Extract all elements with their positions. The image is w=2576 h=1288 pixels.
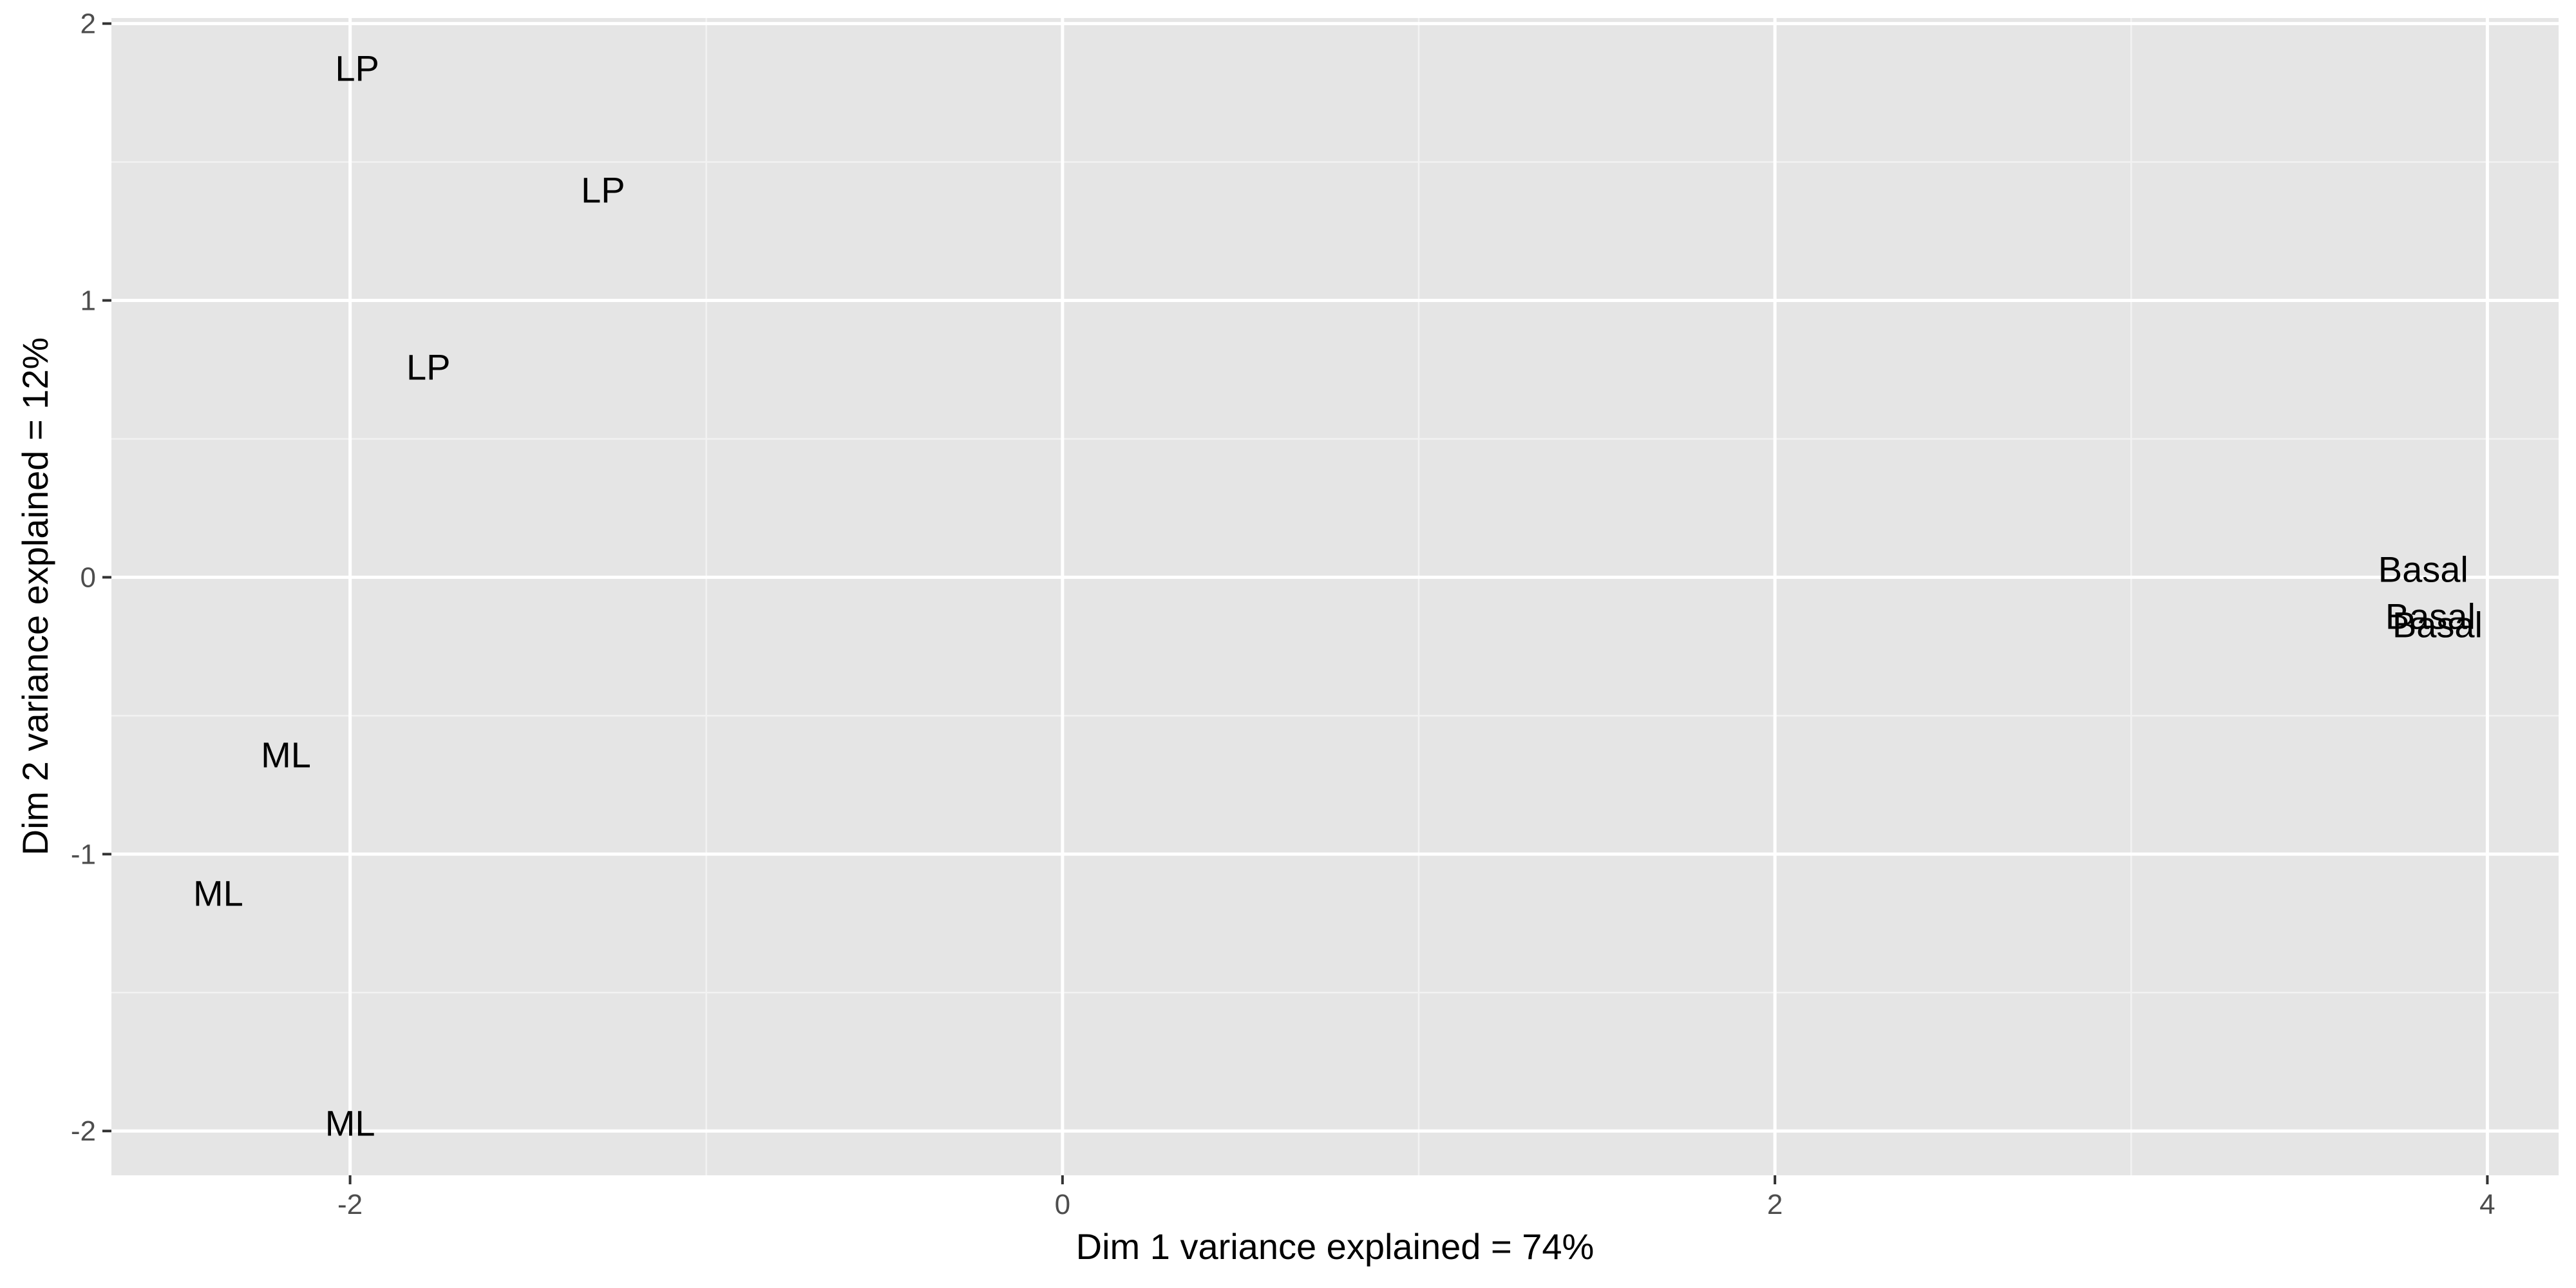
- y-axis-title: Dim 2 variance explained = 12%: [15, 337, 55, 856]
- x-axis-title: Dim 1 variance explained = 74%: [1076, 1226, 1595, 1267]
- point-label-lp: LP: [335, 48, 379, 88]
- y-tick-label: 0: [80, 562, 96, 593]
- point-label-lp: LP: [406, 347, 451, 388]
- plot-panel: [111, 18, 2559, 1175]
- x-tick-label: 0: [1055, 1189, 1070, 1220]
- y-tick-label: -1: [71, 838, 96, 870]
- point-label-basal: Basal: [2378, 549, 2468, 590]
- point-label-ml: ML: [261, 735, 311, 775]
- x-tick-label: 2: [1767, 1189, 1783, 1220]
- y-tick-label: 1: [80, 285, 96, 317]
- minor-gridlines: [111, 18, 2559, 1175]
- y-tick-label: 2: [80, 8, 96, 40]
- point-label-basal: Basal: [2392, 604, 2483, 645]
- x-axis: -2 0 2 4: [337, 1175, 2496, 1220]
- major-gridlines: [111, 18, 2559, 1175]
- y-tick-label: -2: [71, 1115, 96, 1147]
- y-axis: -2 -1 0 1 2: [71, 8, 111, 1147]
- x-tick-label: 4: [2479, 1189, 2495, 1220]
- point-label-ml: ML: [193, 873, 243, 913]
- x-tick-label: -2: [337, 1189, 363, 1220]
- point-label-basal: Basal: [2385, 596, 2476, 637]
- point-label-ml: ML: [325, 1103, 375, 1143]
- point-label-lp: LP: [581, 170, 625, 211]
